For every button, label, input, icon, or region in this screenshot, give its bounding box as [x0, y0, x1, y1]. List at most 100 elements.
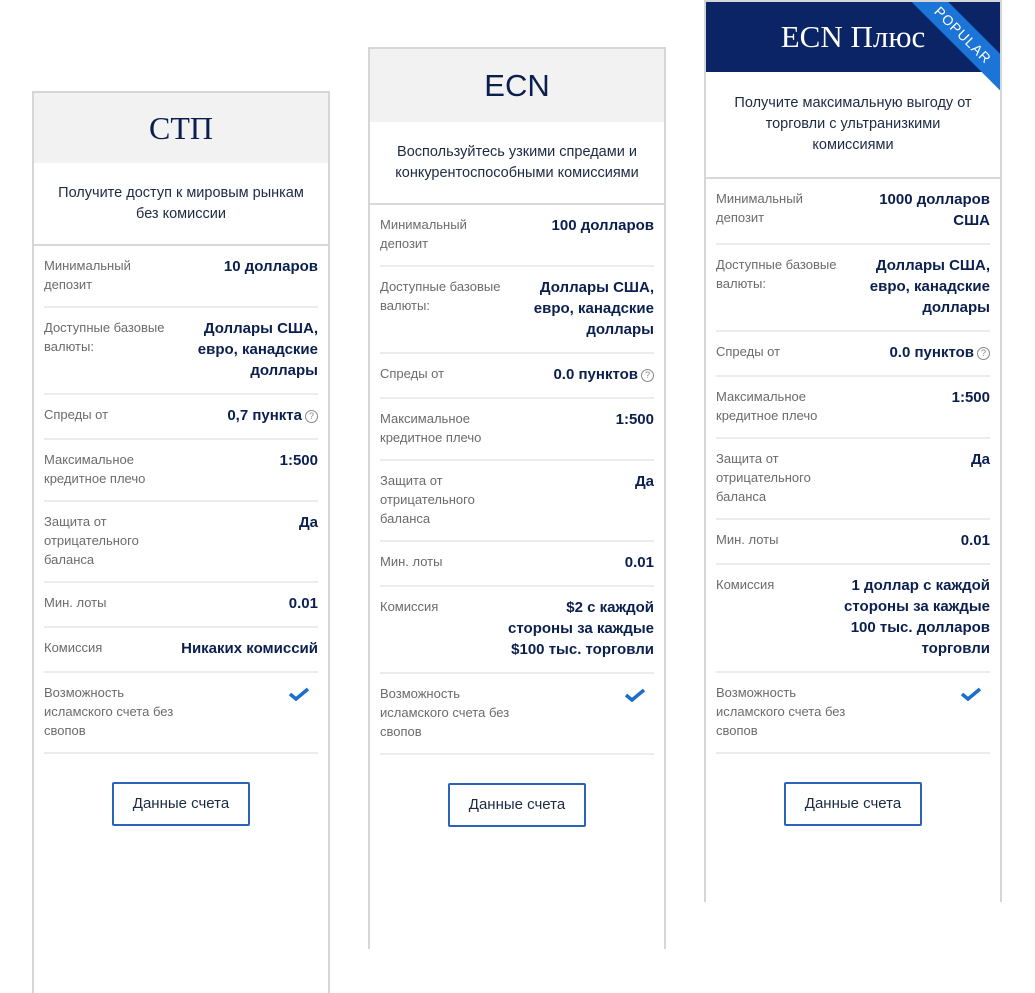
row-label: Возможность исламского счета без свопов — [380, 686, 510, 739]
row-value: 1 доллар с каждой стороны за каждые 100 … — [840, 575, 990, 659]
row-value: Доллары США, евро, канадские доллары — [504, 277, 654, 340]
row-value-text: 0,7 пункта — [227, 407, 302, 424]
row-label: Мин. лоты — [44, 595, 107, 610]
row-value-text: 1:500 — [951, 389, 990, 406]
row-value: 0.01 — [625, 552, 654, 573]
plan-header: ECN Плюс POPULAR — [706, 2, 1000, 98]
row-value-text: 0.0 пунктов — [553, 366, 638, 383]
check-icon — [960, 687, 982, 701]
row-value: 1:500 — [952, 387, 990, 425]
row-label: Максимальное кредитное плечо — [380, 411, 482, 445]
spec-row: Спреды от 0.0 пунктов? — [380, 354, 654, 399]
spec-row: Возможность исламского счета без свопов — [44, 673, 318, 754]
row-value-text: 1 доллар с каждой стороны за каждые 100 … — [844, 577, 990, 657]
row-label: Спреды от — [44, 407, 109, 422]
row-value: 1000 долларов США — [842, 189, 990, 231]
spec-row: Минимальный депозит 10 долларов — [44, 246, 318, 308]
row-label: Защита от отрицательного баланса — [380, 473, 475, 526]
row-value-text: Доллары США, евро, канадские доллары — [533, 279, 654, 338]
row-value: 10 долларов — [224, 256, 318, 294]
help-icon[interactable]: ? — [305, 410, 318, 423]
account-details-button[interactable]: Данные счета — [112, 782, 250, 826]
plan-title: ECN Плюс — [780, 19, 926, 54]
account-details-button[interactable]: Данные счета — [784, 782, 922, 826]
row-label: Максимальное кредитное плечо — [716, 389, 818, 423]
plan-card-ecn: ECN Воспользуйтесь узкими спредами и кон… — [368, 47, 666, 949]
spec-row: Доступные базовые валюты: Доллары США, ев… — [380, 267, 654, 354]
row-label: Возможность исламского счета без свопов — [44, 685, 174, 738]
spec-row: Максимальное кредитное плечо 1:500 — [380, 399, 654, 461]
row-label: Мин. лоты — [716, 532, 779, 547]
row-label: Минимальный депозит — [380, 217, 467, 251]
spec-row: Спреды от 0.0 пунктов? — [716, 332, 990, 377]
spec-row: Мин. лоты 0.01 — [380, 542, 654, 587]
row-value: 0.0 пунктов? — [553, 364, 654, 385]
row-value-text: Никаких комиссий — [181, 640, 318, 657]
plan-header: ECN — [370, 49, 664, 122]
plan-header: СТП — [34, 93, 328, 163]
spec-row: Максимальное кредитное плечо 1:500 — [44, 440, 318, 502]
row-label: Минимальный депозит — [44, 258, 131, 292]
spec-row: Защита от отрицательного баланса Да — [380, 461, 654, 542]
row-value: 1:500 — [616, 409, 654, 447]
row-value: 0,7 пункта? — [227, 405, 318, 426]
plan-description: Получите доступ к мировым рынкам без ком… — [34, 163, 328, 246]
plan-description: Получите максимальную выгоду от торговли… — [706, 72, 1000, 179]
row-value-text: Да — [634, 473, 654, 490]
spec-row: Возможность исламского счета без свопов — [716, 673, 990, 754]
spec-row: Спреды от 0,7 пункта? — [44, 395, 318, 440]
spec-row: Максимальное кредитное плечо 1:500 — [716, 377, 990, 439]
row-value: 0.0 пунктов? — [889, 342, 990, 363]
row-label: Спреды от — [380, 366, 445, 381]
help-icon[interactable]: ? — [977, 347, 990, 360]
row-value: 1:500 — [280, 450, 318, 488]
row-value: $2 с каждой стороны за каждые $100 тыс. … — [504, 597, 654, 660]
row-label: Комиссия — [716, 577, 775, 592]
row-value-text: 1:500 — [279, 452, 318, 469]
row-label: Максимальное кредитное плечо — [44, 452, 146, 486]
row-label: Защита от отрицательного баланса — [44, 514, 139, 567]
plan-card-ecn-plus: ECN Плюс POPULAR Получите максимальную в… — [704, 0, 1002, 902]
row-value: Доллары США, евро, канадские доллары — [840, 255, 990, 318]
row-value: Никаких комиссий — [181, 638, 318, 659]
row-value-text: 0.0 пунктов — [889, 344, 974, 361]
account-details-button[interactable]: Данные счета — [448, 783, 586, 827]
row-value: Да — [299, 512, 318, 569]
plan-title: СТП — [149, 109, 213, 146]
spec-row: Защита от отрицательного баланса Да — [44, 502, 318, 583]
row-label: Мин. лоты — [380, 554, 443, 569]
spec-row: Мин. лоты 0.01 — [44, 583, 318, 628]
row-value-text: $2 с каждой стороны за каждые $100 тыс. … — [508, 599, 654, 658]
row-value: 0.01 — [961, 530, 990, 551]
row-value-text: Доллары США, евро, канадские доллары — [197, 320, 318, 379]
row-label: Комиссия — [380, 599, 439, 614]
row-value-text: 100 долларов — [551, 217, 654, 234]
spec-row: Комиссия 1 доллар с каждой стороны за каж… — [716, 565, 990, 673]
spec-row: Мин. лоты 0.01 — [716, 520, 990, 565]
row-value-text: Да — [970, 451, 990, 468]
row-value-text: 10 долларов — [223, 258, 318, 275]
spec-row: Возможность исламского счета без свопов — [380, 674, 654, 755]
row-value-text: Доллары США, евро, канадские доллары — [869, 257, 990, 316]
help-icon[interactable]: ? — [641, 369, 654, 382]
row-label: Возможность исламского счета без свопов — [716, 685, 846, 738]
row-value: 0.01 — [289, 593, 318, 614]
spec-row: Минимальный депозит 100 долларов — [380, 205, 654, 267]
row-value: Да — [635, 471, 654, 528]
row-label: Доступные базовые валюты: — [716, 257, 837, 291]
plan-title: ECN — [484, 67, 550, 103]
row-label: Спреды от — [716, 344, 781, 359]
row-label: Доступные базовые валюты: — [44, 320, 165, 354]
row-label: Доступные базовые валюты: — [380, 279, 501, 313]
spec-row: Комиссия Никаких комиссий — [44, 628, 318, 673]
spec-row: Доступные базовые валюты: Доллары США, ев… — [44, 308, 318, 395]
row-value: Доллары США, евро, канадские доллары — [168, 318, 318, 381]
row-value-text: 1:500 — [615, 411, 654, 428]
plan-card-stp: СТП Получите доступ к мировым рынкам без… — [32, 91, 330, 993]
check-icon — [624, 688, 646, 702]
spec-row: Комиссия $2 с каждой стороны за каждые $1… — [380, 587, 654, 674]
row-value-text: Да — [298, 514, 318, 531]
row-label: Комиссия — [44, 640, 103, 655]
row-value-text: 0.01 — [624, 554, 654, 571]
row-value-text: 0.01 — [288, 595, 318, 612]
